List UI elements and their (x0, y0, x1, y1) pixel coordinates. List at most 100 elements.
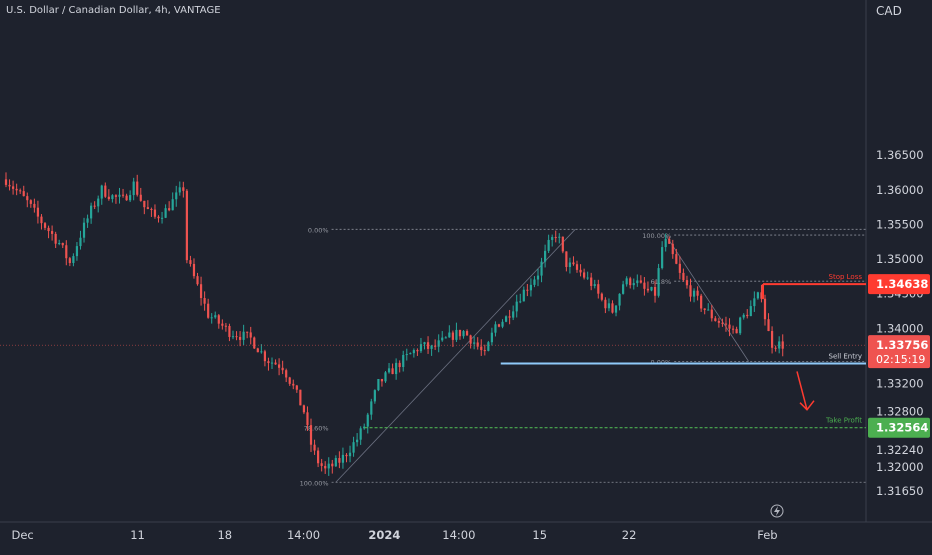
candle-body (178, 187, 181, 193)
candle-body (607, 303, 611, 309)
candle-body (739, 317, 742, 334)
candle-body (678, 263, 681, 273)
candle-body (380, 378, 384, 382)
candle-body (125, 195, 128, 201)
y-tick-label: 1.32800 (876, 404, 924, 418)
candle-body (86, 218, 89, 223)
candle-body (597, 284, 600, 294)
candle-body (469, 335, 472, 344)
candle-body (710, 309, 713, 319)
candle-body (54, 233, 57, 244)
candle-body (292, 383, 295, 386)
candle-body (345, 454, 348, 457)
candle-body (65, 245, 68, 259)
currency-label[interactable]: CAD (876, 4, 902, 18)
candle-body (270, 362, 274, 364)
candle-body (593, 284, 596, 286)
candle-body (749, 306, 752, 317)
candle-body (409, 353, 412, 355)
candle-body (309, 425, 313, 445)
y-tick-label: 1.36500 (876, 148, 924, 162)
candle-body (90, 205, 93, 219)
candle-body (189, 260, 192, 264)
candle-body (664, 238, 667, 248)
candle-body (515, 301, 518, 312)
candle-body (302, 405, 306, 413)
candle-body (26, 196, 29, 201)
candle-body (753, 298, 756, 307)
candle-body (568, 262, 572, 268)
candle-body (781, 341, 784, 349)
candle-body (114, 195, 118, 197)
candle-body (231, 336, 235, 338)
candle-body (157, 216, 160, 219)
stop-loss-value: 1.34638 (876, 277, 928, 291)
candle-body (238, 336, 242, 340)
candle-body (253, 337, 256, 349)
sell-entry-label: Sell Entry (829, 352, 863, 360)
candle-body (43, 223, 47, 228)
candle-body (19, 190, 22, 192)
candle-body (767, 319, 770, 332)
candle-body (97, 198, 100, 207)
candle-body (277, 364, 281, 368)
candle-body (249, 332, 252, 338)
candle-body (742, 314, 745, 318)
candle-body (75, 246, 79, 257)
x-tick-label: 18 (217, 528, 232, 542)
candle-body (632, 283, 635, 286)
candle-body (263, 351, 267, 362)
candle-body (199, 284, 203, 299)
candle-body (129, 195, 132, 201)
candle-body (79, 237, 82, 247)
candle-body (476, 342, 479, 347)
candle-body (423, 342, 426, 345)
candle-body (519, 301, 522, 303)
candle-body (533, 279, 536, 285)
candle-body (15, 188, 18, 191)
candle-body (671, 243, 674, 255)
candle-body (338, 458, 341, 463)
candle-body (746, 314, 749, 317)
candle-body (334, 458, 337, 467)
candle-body (320, 463, 323, 466)
candle-body (437, 340, 440, 347)
candle-body (490, 332, 493, 343)
stop-loss-badge (868, 274, 930, 295)
candle-body (618, 293, 621, 306)
candle-body (203, 298, 206, 304)
candle-body (430, 345, 433, 349)
candle-body (285, 370, 288, 378)
candle-body (8, 184, 11, 187)
candle-body (153, 209, 157, 217)
candle-body (444, 337, 447, 339)
lightning-icon[interactable] (770, 504, 784, 518)
candle-body (625, 278, 628, 285)
candle-body (689, 285, 692, 297)
candlestick-series (4, 172, 784, 476)
candle-body (168, 208, 171, 211)
candle-body (363, 426, 366, 429)
candle-body (228, 325, 231, 337)
candle-body (551, 237, 554, 240)
candle-body (650, 287, 653, 291)
y-tick-label: 1.31650 (876, 484, 924, 498)
last-price-badge (868, 335, 930, 369)
candle-body (622, 284, 625, 294)
candle-body (714, 318, 717, 322)
candle-body (724, 323, 728, 325)
candle-body (685, 280, 689, 286)
candle-body (306, 412, 309, 426)
candle-body (366, 414, 369, 427)
countdown-value: 02:15:19 (876, 353, 925, 366)
candle-body (29, 200, 32, 204)
symbol-title: U.S. Dollar / Canadian Dollar, 4h, VANTA… (6, 5, 221, 16)
candle-body (82, 222, 86, 238)
candle-body (543, 250, 547, 262)
candle-body (164, 208, 167, 218)
candle-body (455, 329, 458, 340)
candle-body (33, 203, 36, 208)
candle-body (462, 331, 465, 337)
